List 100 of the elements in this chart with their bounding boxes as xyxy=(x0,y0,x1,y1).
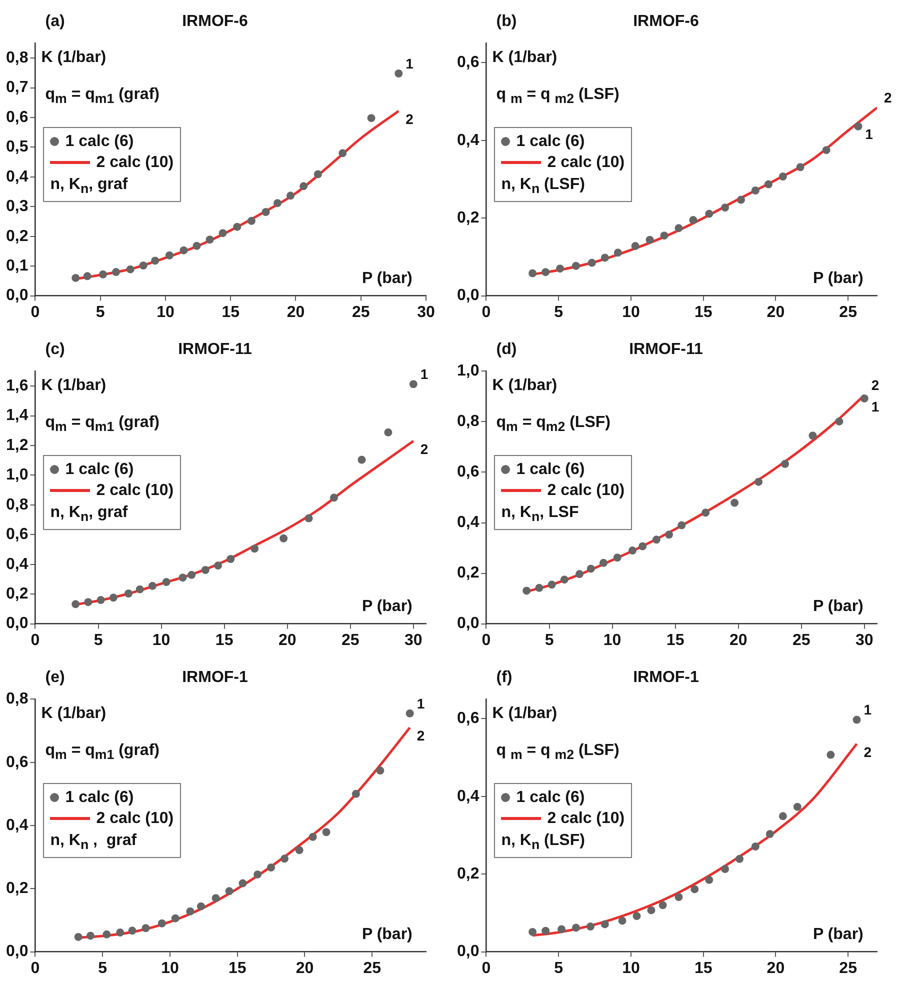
y-tick-label: 0,6 xyxy=(456,54,480,72)
point xyxy=(214,562,222,570)
point xyxy=(705,876,714,884)
point xyxy=(736,196,745,204)
x-axis-title: P (bar) xyxy=(362,598,412,616)
y-tick-label: 0,0 xyxy=(6,287,28,304)
y-tick-label: 0,4 xyxy=(456,788,480,805)
legend-title: n, K$_{n}$, LSF xyxy=(501,502,580,526)
point xyxy=(304,514,313,522)
point xyxy=(158,919,166,928)
point xyxy=(705,210,714,218)
y-tick-label: 0,1 xyxy=(6,257,28,274)
annotation: 2 xyxy=(864,744,872,760)
point xyxy=(796,163,804,172)
point xyxy=(808,432,817,440)
chart-title: IRMOF-11 xyxy=(629,341,703,358)
legend-label: 2 calc (10) xyxy=(547,153,625,174)
point xyxy=(286,192,295,200)
x-tick-label: 30 xyxy=(417,304,435,321)
x-tick-label: 20 xyxy=(766,304,785,321)
legend-label: 2 calc (10) xyxy=(96,481,174,502)
x-tick-label: 15 xyxy=(666,632,684,649)
point xyxy=(542,268,550,276)
point xyxy=(84,598,92,606)
point xyxy=(247,216,256,225)
text: (b) xyxy=(496,13,517,31)
point xyxy=(142,924,150,932)
point xyxy=(171,914,180,922)
point xyxy=(860,394,868,402)
chart-title: IRMOF-11 xyxy=(178,341,252,358)
y-axis-title: K (1/bar) xyxy=(41,377,106,395)
point xyxy=(628,546,636,555)
point xyxy=(721,204,730,212)
point xyxy=(267,863,276,872)
point xyxy=(148,582,156,590)
y-tick-label: 0,4 xyxy=(6,168,28,186)
annotation: 2 xyxy=(416,727,425,744)
point xyxy=(238,879,247,888)
point xyxy=(314,170,322,178)
point xyxy=(139,261,148,270)
x-tick-label: 10 xyxy=(622,304,640,321)
x-tick-label: 5 xyxy=(544,632,554,649)
point xyxy=(72,274,80,282)
point xyxy=(599,558,608,567)
y-tick-label: 0,2 xyxy=(456,865,480,882)
point xyxy=(367,114,376,122)
x-tick-label: 15 xyxy=(215,632,234,649)
point xyxy=(96,596,105,604)
x-tick-label: 20 xyxy=(296,960,314,977)
point xyxy=(262,208,270,216)
point xyxy=(548,580,556,589)
y-tick-label: 0,6 xyxy=(456,710,480,728)
x-tick-label: 5 xyxy=(96,304,105,321)
point xyxy=(162,578,170,586)
point xyxy=(600,254,609,262)
legend-label: 2 calc (10) xyxy=(96,809,174,830)
legend-label: 1 calc (6) xyxy=(65,132,134,152)
y-tick-label: 0,0 xyxy=(456,943,480,960)
point xyxy=(338,149,347,158)
y-tick-label: 0,2 xyxy=(6,228,28,245)
x-tick-label: 15 xyxy=(222,304,240,321)
chart-title: IRMOF-6 xyxy=(633,13,699,30)
point xyxy=(394,70,403,78)
point xyxy=(136,585,144,594)
point xyxy=(652,536,660,544)
y-tick-label: 0,5 xyxy=(6,138,28,156)
point xyxy=(196,902,205,910)
annotation: 1 xyxy=(864,702,872,718)
point xyxy=(128,926,136,935)
point xyxy=(109,594,118,602)
annotation: 2 xyxy=(871,377,880,394)
point xyxy=(254,870,262,878)
legend-label: 1 calc (6) xyxy=(516,788,585,808)
legend-title: n, K$_{n}$ (LSF) xyxy=(501,830,586,854)
point xyxy=(83,272,92,280)
y-tick-label: 1,4 xyxy=(6,407,28,424)
x-tick-label: 10 xyxy=(622,960,640,977)
annotation: 2 xyxy=(884,90,892,106)
x-tick-label: 0 xyxy=(482,304,491,321)
point xyxy=(233,222,242,231)
y-tick-label: 0,0 xyxy=(6,943,28,960)
annotation: q$_{m}$ = q$_{m2}$ (LSF) xyxy=(496,414,610,435)
text: (f) xyxy=(496,669,512,687)
point xyxy=(646,236,654,244)
x-tick-label: 0 xyxy=(482,632,491,649)
y-tick-label: 0,0 xyxy=(456,615,480,632)
y-axis-title: K (1/bar) xyxy=(492,49,558,67)
x-tick-label: 0 xyxy=(482,960,491,977)
point xyxy=(586,922,594,931)
point xyxy=(613,554,622,562)
point xyxy=(721,865,730,874)
text: (e) xyxy=(45,669,65,687)
point xyxy=(102,930,111,938)
point xyxy=(225,887,234,896)
x-tick-label: 5 xyxy=(98,960,108,977)
point xyxy=(212,894,220,902)
chart-title: IRMOF-1 xyxy=(633,669,699,686)
point xyxy=(660,232,668,240)
annotation: 1 xyxy=(420,366,428,382)
x-tick-label: 20 xyxy=(729,632,748,649)
